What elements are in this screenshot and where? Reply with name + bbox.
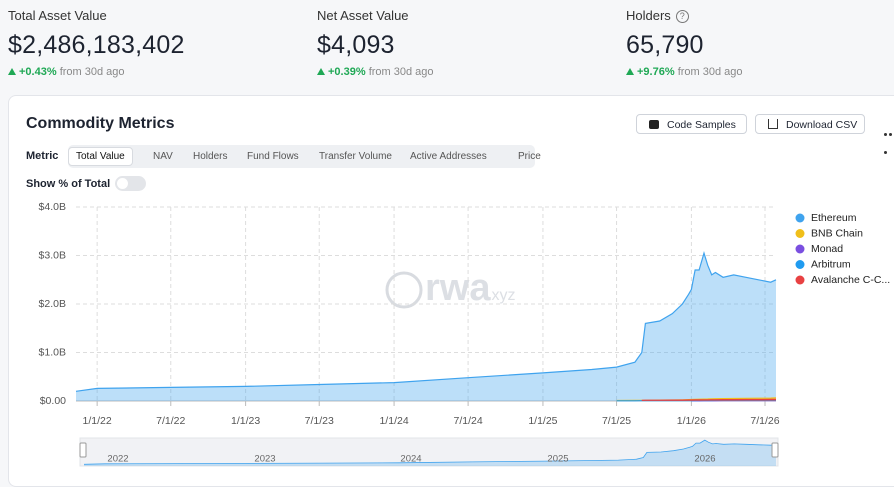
watermark: rwa [425,267,491,309]
legend-marker [796,260,805,269]
navigator-label: 2022 [107,454,128,465]
x-tick-label: 1/1/23 [231,415,260,427]
legend-marker [796,276,805,285]
navigator-label: 2026 [694,454,715,465]
legend-label: Monad [811,243,843,255]
legend-marker [796,214,805,223]
x-tick-label: 1/1/26 [677,415,706,427]
y-tick-label: $1.0B [39,346,66,358]
y-tick-label: $4.0B [39,201,66,213]
x-tick-label: 7/1/24 [453,415,482,427]
navigator-label: 2025 [547,454,568,465]
x-tick-label: 7/1/25 [602,415,631,427]
navigator-handle [772,443,778,457]
navigator-label: 2024 [400,454,421,465]
y-tick-label: $2.0B [39,298,66,310]
watermark-suffix: .xyz [487,287,515,304]
x-tick-label: 7/1/26 [750,415,779,427]
legend-label: Arbitrum [811,258,851,270]
navigator-label: 2023 [254,454,275,465]
legend-label: BNB Chain [811,227,863,239]
legend-label: Avalanche C-C... [811,274,890,286]
page: Total Asset Value $2,486,183,402 +0.43% … [0,0,894,475]
x-tick-label: 1/1/24 [379,415,408,427]
x-tick-label: 1/1/22 [83,415,112,427]
legend-marker [796,245,805,254]
legend-marker [796,229,805,238]
watermark-logo [387,273,421,307]
y-tick-label: $3.0B [39,249,66,261]
x-tick-label: 7/1/22 [156,415,185,427]
navigator-handle [80,443,86,457]
x-tick-label: 1/1/25 [528,415,557,427]
x-tick-label: 7/1/23 [305,415,334,427]
chart: rwa.xyz $0.00 $1.0B $2.0B $3.0B $4.0B 1/1/22 7/… [0,0,894,475]
legend-label: Ethereum [811,212,857,224]
y-tick-label: $0.00 [40,395,66,407]
